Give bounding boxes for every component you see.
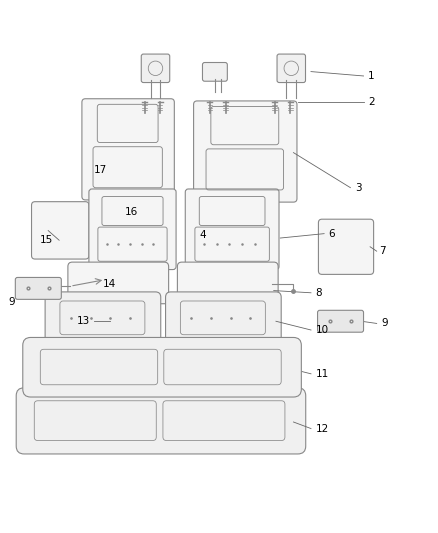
Text: 7: 7 bbox=[379, 246, 385, 256]
Text: 8: 8 bbox=[315, 288, 322, 298]
FancyBboxPatch shape bbox=[194, 101, 297, 202]
Text: 10: 10 bbox=[315, 325, 328, 335]
Text: 6: 6 bbox=[328, 229, 335, 239]
Text: 9: 9 bbox=[381, 318, 388, 328]
Text: 14: 14 bbox=[103, 279, 116, 289]
FancyBboxPatch shape bbox=[177, 262, 278, 304]
FancyBboxPatch shape bbox=[202, 62, 227, 81]
FancyBboxPatch shape bbox=[45, 292, 161, 349]
FancyBboxPatch shape bbox=[15, 278, 61, 300]
Text: 12: 12 bbox=[315, 424, 328, 433]
Text: 2: 2 bbox=[368, 97, 374, 107]
FancyBboxPatch shape bbox=[23, 337, 301, 397]
FancyBboxPatch shape bbox=[318, 219, 374, 274]
Text: 16: 16 bbox=[125, 207, 138, 217]
Text: 4: 4 bbox=[199, 230, 206, 239]
Text: 17: 17 bbox=[94, 165, 107, 175]
FancyBboxPatch shape bbox=[16, 388, 306, 454]
FancyBboxPatch shape bbox=[141, 54, 170, 83]
Text: 9: 9 bbox=[9, 296, 15, 306]
FancyBboxPatch shape bbox=[277, 54, 305, 83]
FancyBboxPatch shape bbox=[68, 262, 169, 304]
FancyBboxPatch shape bbox=[82, 99, 174, 200]
Text: 3: 3 bbox=[355, 183, 361, 192]
Text: 1: 1 bbox=[368, 71, 374, 81]
FancyBboxPatch shape bbox=[185, 189, 279, 270]
Text: 15: 15 bbox=[39, 235, 53, 245]
FancyBboxPatch shape bbox=[318, 310, 364, 332]
FancyBboxPatch shape bbox=[32, 201, 89, 259]
Text: 11: 11 bbox=[315, 369, 328, 379]
Text: 13: 13 bbox=[77, 316, 90, 326]
FancyBboxPatch shape bbox=[166, 292, 281, 349]
FancyBboxPatch shape bbox=[89, 189, 176, 270]
